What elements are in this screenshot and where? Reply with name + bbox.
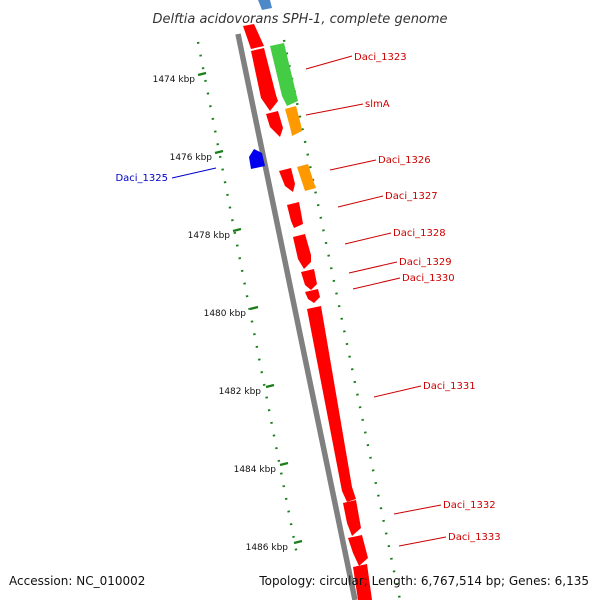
ruler-major-tick bbox=[197, 71, 207, 77]
gene-arrow-daci-1326[interactable] bbox=[297, 164, 316, 191]
ruler-major-tick bbox=[249, 305, 259, 311]
map-title: Delftia acidovorans SPH-1, complete geno… bbox=[152, 12, 447, 27]
gene-arrow-daci-1330[interactable] bbox=[305, 289, 320, 303]
gene-labels: Daci_1323 slmA Daci_1325 Daci_1326 Daci_… bbox=[115, 52, 501, 547]
gene-arrow-daci-1326-red[interactable] bbox=[279, 168, 295, 192]
gene-label-daci-1329[interactable]: Daci_1329 bbox=[399, 257, 452, 268]
leader-line bbox=[337, 195, 384, 208]
gene-features bbox=[243, 0, 372, 600]
gene-arrow-downstream[interactable] bbox=[353, 564, 372, 600]
ruler-major-tick bbox=[293, 539, 303, 545]
tick-label-1478: 1478 kbp bbox=[188, 231, 231, 241]
gene-label-daci-1332[interactable]: Daci_1332 bbox=[443, 500, 496, 511]
gene-arrow-slma-red[interactable] bbox=[266, 111, 283, 137]
accession-text: Accession: NC_010002 bbox=[9, 574, 146, 588]
leader-line bbox=[348, 261, 398, 274]
genome-backbone bbox=[235, 33, 358, 600]
leader-line bbox=[373, 385, 422, 398]
ruler-major-tick bbox=[265, 383, 275, 389]
tick-label-1486: 1486 kbp bbox=[246, 543, 289, 553]
gene-label-daci-1327[interactable]: Daci_1327 bbox=[385, 191, 438, 202]
gene-arrow-daci-1325[interactable] bbox=[249, 149, 265, 169]
gene-label-daci-1325[interactable]: Daci_1325 bbox=[115, 173, 168, 184]
outer-ruler-dotted-line bbox=[282, 39, 402, 600]
ruler-major-tick bbox=[232, 227, 242, 233]
genome-summary-text: Topology: circular; Length: 6,767,514 bp… bbox=[259, 574, 589, 588]
leader-line bbox=[352, 277, 401, 290]
gene-arrow-daci-1332[interactable] bbox=[343, 500, 361, 536]
gene-arrow-daci-1323-red[interactable] bbox=[251, 48, 278, 111]
gene-arrow-daci-1329[interactable] bbox=[301, 269, 317, 290]
leader-line bbox=[344, 232, 392, 245]
gene-arrow-daci-1333[interactable] bbox=[348, 535, 368, 566]
gene-label-daci-1323[interactable]: Daci_1323 bbox=[354, 52, 407, 63]
gene-arrow-daci-1323[interactable] bbox=[270, 43, 298, 106]
gene-arrow-slma[interactable] bbox=[285, 106, 302, 136]
gene-label-slma[interactable]: slmA bbox=[365, 99, 390, 110]
tick-label-1482: 1482 kbp bbox=[219, 387, 262, 397]
gene-label-daci-1328[interactable]: Daci_1328 bbox=[393, 228, 446, 239]
gene-arrow-daci-1331[interactable] bbox=[307, 306, 356, 502]
tick-label-1480: 1480 kbp bbox=[204, 309, 247, 319]
leader-line bbox=[393, 504, 442, 515]
gene-label-daci-1331[interactable]: Daci_1331 bbox=[423, 381, 476, 392]
ruler-dotted-line bbox=[196, 41, 300, 561]
kbp-ruler: 1474 kbp 1476 kbp 1478 kbp 1480 kbp 1482… bbox=[153, 41, 303, 561]
leader-line bbox=[398, 536, 447, 547]
gene-label-daci-1330[interactable]: Daci_1330 bbox=[402, 273, 455, 284]
tick-label-1474: 1474 kbp bbox=[153, 75, 196, 85]
gene-arrow-daci-1328[interactable] bbox=[293, 234, 311, 269]
tick-label-1476: 1476 kbp bbox=[170, 153, 213, 163]
gene-arrow-lightblue[interactable] bbox=[258, 0, 272, 10]
gene-label-daci-1326[interactable]: Daci_1326 bbox=[378, 155, 431, 166]
leader-line bbox=[305, 103, 364, 116]
gene-arrow-upstream[interactable] bbox=[243, 24, 264, 49]
leader-line bbox=[305, 55, 353, 70]
leader-line bbox=[171, 167, 217, 179]
ruler-major-tick bbox=[214, 149, 224, 155]
gene-arrow-daci-1327[interactable] bbox=[287, 202, 303, 228]
tick-label-1484: 1484 kbp bbox=[234, 465, 277, 475]
ruler-major-tick bbox=[279, 461, 289, 467]
leader-line bbox=[329, 159, 377, 171]
gene-label-daci-1333[interactable]: Daci_1333 bbox=[448, 532, 501, 543]
